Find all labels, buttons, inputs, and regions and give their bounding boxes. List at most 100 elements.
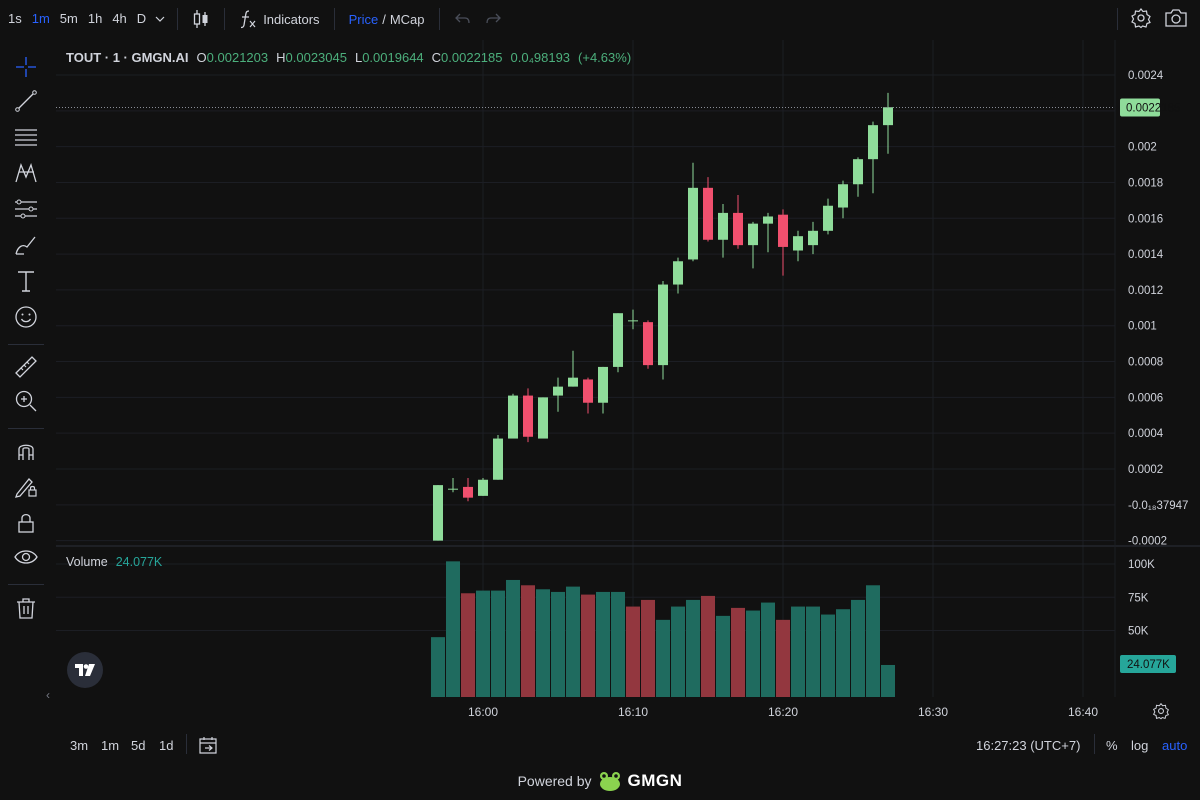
pattern-tool[interactable] (10, 158, 42, 188)
redo-button[interactable] (478, 0, 508, 38)
volume-bar[interactable] (551, 591, 565, 697)
lock-all-tool[interactable] (10, 508, 42, 538)
log-scale-toggle[interactable]: log (1131, 738, 1149, 753)
volume-bar[interactable] (536, 589, 550, 697)
fib-tool[interactable] (10, 122, 42, 152)
volume-bar[interactable] (671, 606, 685, 697)
volume-bar[interactable] (641, 599, 655, 697)
timeframe-1s[interactable]: 1s (8, 11, 22, 26)
volume-bar[interactable] (731, 607, 745, 697)
hide-tool[interactable] (10, 542, 42, 572)
volume-bar[interactable] (686, 599, 700, 697)
gmgn-brand[interactable]: GMGN (627, 771, 683, 790)
volume-bar[interactable] (656, 619, 670, 697)
candle-body[interactable] (493, 438, 503, 480)
candle-body[interactable] (658, 284, 668, 366)
projection-tool[interactable] (10, 194, 42, 224)
symbol-title[interactable]: TOUT · 1 · GMGN.AI (66, 50, 189, 65)
volume-bar[interactable] (851, 599, 865, 697)
volume-bar[interactable] (476, 590, 490, 697)
candle-body[interactable] (628, 320, 638, 322)
timeframe-1m[interactable]: 1m (31, 11, 50, 26)
brush-tool[interactable] (10, 230, 42, 260)
candle-body[interactable] (673, 261, 683, 285)
settings-button[interactable] (1130, 7, 1152, 32)
volume-bar[interactable] (446, 561, 460, 697)
candle-body[interactable] (748, 223, 758, 246)
emoji-tool[interactable] (10, 302, 42, 332)
clock-timezone[interactable]: 16:27:23 (UTC+7) (976, 738, 1081, 753)
candle-body[interactable] (853, 159, 863, 185)
candle-body[interactable] (778, 214, 788, 247)
candle-body[interactable] (733, 212, 743, 246)
collapse-toolbar-button[interactable]: ‹ (46, 688, 50, 702)
trend-line-tool[interactable] (10, 86, 42, 116)
goto-date-button[interactable] (197, 734, 219, 759)
candle-body[interactable] (643, 322, 653, 366)
volume-bar[interactable] (491, 590, 505, 697)
candle-body[interactable] (463, 486, 473, 498)
candle-body[interactable] (868, 125, 878, 160)
axis-settings-button[interactable] (1152, 702, 1170, 725)
percent-scale-toggle[interactable]: % (1106, 738, 1118, 753)
text-tool[interactable] (10, 266, 42, 296)
candle-body[interactable] (553, 386, 563, 396)
delete-tool[interactable] (10, 593, 42, 623)
crosshair-tool[interactable] (10, 52, 42, 82)
candle-body[interactable] (448, 488, 458, 490)
candle-body[interactable] (613, 313, 623, 367)
volume-bar[interactable] (566, 586, 580, 697)
candle-body[interactable] (793, 236, 803, 251)
candle-body[interactable] (598, 366, 608, 403)
volume-bar[interactable] (611, 591, 625, 697)
volume-bar[interactable] (521, 585, 535, 697)
timeframe-4h[interactable]: 4h (112, 11, 127, 26)
lock-drawing-tool[interactable] (10, 472, 42, 502)
price-chart[interactable]: 0.0024 0.002 0.0018 0.0016 0.0014 0.0012 0.001… (0, 0, 1200, 730)
candle-body[interactable] (583, 379, 593, 403)
volume-bar[interactable] (596, 591, 610, 697)
measure-tool[interactable] (10, 352, 42, 382)
timeframe-5m[interactable]: 5m (59, 11, 78, 26)
price-option[interactable]: Price (348, 11, 379, 27)
volume-bar[interactable] (821, 614, 835, 697)
chart-type-button[interactable] (186, 0, 216, 38)
auto-scale-toggle[interactable]: auto (1162, 738, 1188, 753)
volume-bar[interactable] (836, 609, 850, 697)
volume-bar[interactable] (866, 585, 880, 697)
candle-body[interactable] (523, 395, 533, 437)
range-1d[interactable]: 1d (159, 738, 174, 753)
volume-bar[interactable] (881, 664, 895, 697)
timeframe-dropdown[interactable] (151, 0, 169, 38)
volume-bar[interactable] (716, 615, 730, 697)
range-3m[interactable]: 3m (70, 738, 89, 753)
volume-bar[interactable] (791, 606, 805, 697)
candle-body[interactable] (568, 377, 578, 387)
candle-body[interactable] (538, 397, 548, 439)
volume-bar[interactable] (761, 602, 775, 697)
range-5d[interactable]: 5d (131, 738, 146, 753)
candle-body[interactable] (823, 205, 833, 231)
volume-bar[interactable] (506, 579, 520, 697)
volume-bar[interactable] (581, 594, 595, 697)
candle-body[interactable] (508, 395, 518, 439)
candle-body[interactable] (763, 216, 773, 224)
candle-body[interactable] (718, 212, 728, 240)
price-mcap-toggle[interactable]: Price / MCap (343, 0, 431, 38)
range-1m[interactable]: 1m (101, 738, 120, 753)
volume-bar[interactable] (461, 593, 475, 697)
volume-label[interactable]: Volume (66, 555, 108, 569)
volume-bar[interactable] (806, 606, 820, 697)
tradingview-logo[interactable] (67, 652, 103, 688)
volume-bar[interactable] (431, 637, 445, 697)
candle-body[interactable] (478, 479, 488, 496)
volume-bar[interactable] (626, 606, 640, 697)
volume-bar[interactable] (746, 610, 760, 697)
screenshot-button[interactable] (1164, 7, 1188, 32)
magnet-tool[interactable] (10, 436, 42, 466)
timeframe-D[interactable]: D (136, 11, 147, 26)
candle-body[interactable] (688, 187, 698, 260)
volume-bar[interactable] (776, 619, 790, 697)
mcap-option[interactable]: MCap (389, 11, 425, 27)
zoom-tool[interactable] (10, 386, 42, 416)
